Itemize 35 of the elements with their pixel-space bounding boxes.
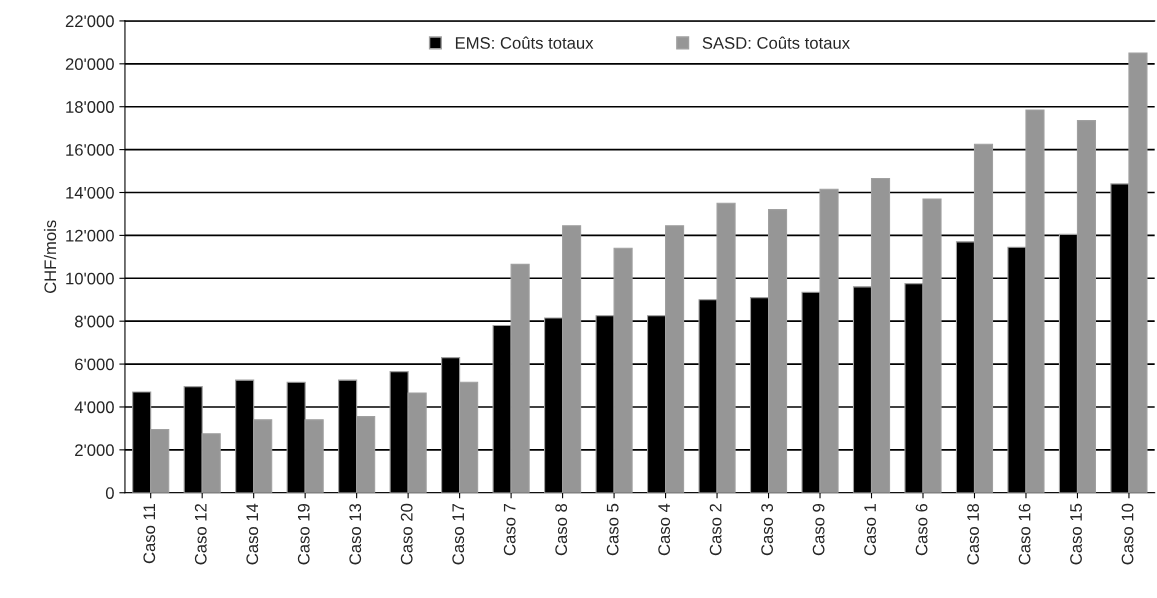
y-tick-label: 22'000 <box>65 15 114 28</box>
x-tick-label: Caso 16 <box>1018 503 1031 565</box>
y-tick-label: 14'000 <box>66 186 114 199</box>
x-tick-label: Caso 12 <box>194 504 207 565</box>
y-tick-label: 4'000 <box>74 401 114 414</box>
x-tick-label: Caso 20 <box>400 503 413 565</box>
x-tick-label: Caso 11 <box>143 503 156 564</box>
y-axis-title: CHF/mois <box>43 220 57 294</box>
y-tick-label: 20'000 <box>65 58 114 71</box>
y-tick-label: 10'000 <box>66 272 114 285</box>
x-tick-label: Caso 17 <box>452 504 465 565</box>
y-tick-label: 0 <box>105 487 114 499</box>
x-tick-label: Caso 10 <box>1121 503 1134 565</box>
x-tick-label: Caso 7 <box>503 504 516 556</box>
legend-label: SASD: Coûts totaux <box>702 36 850 49</box>
x-tick-label: Caso 3 <box>761 503 774 556</box>
x-tick-label: Caso 6 <box>915 503 928 556</box>
y-tick-label: 16'000 <box>66 144 114 156</box>
y-tick-label: 8'000 <box>75 315 114 328</box>
y-tick-label: 6'000 <box>75 358 114 371</box>
x-tick-label: Caso 13 <box>349 503 362 565</box>
x-tick-label: Caso 5 <box>606 503 619 556</box>
x-tick-label: Caso 18 <box>967 503 979 565</box>
y-tick-label: 12'000 <box>66 229 114 242</box>
x-tick-label: Caso 1 <box>864 503 876 556</box>
y-tick-label: 18'000 <box>66 101 114 113</box>
x-tick-label: Caso 8 <box>555 503 568 556</box>
y-tick-label: 2'000 <box>75 444 114 457</box>
x-tick-label: Caso 19 <box>297 503 310 565</box>
x-tick-label: Caso 4 <box>658 503 671 556</box>
legend-label: EMS: Coûts totaux <box>455 36 594 49</box>
x-tick-label: Caso 9 <box>812 503 825 556</box>
x-tick-label: Caso 15 <box>1070 503 1082 565</box>
x-tick-label: Caso 2 <box>709 504 722 556</box>
x-tick-label: Caso 14 <box>246 503 259 565</box>
